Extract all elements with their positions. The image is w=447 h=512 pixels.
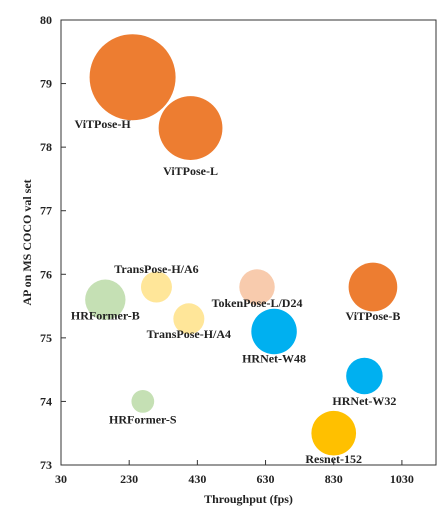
label-vitpose-b: ViTPose-B: [345, 309, 400, 323]
x-tick-label: 630: [257, 472, 275, 486]
x-axis-ticks: 30 230 430 630 830 1030: [55, 460, 414, 486]
label-hrformer-b: HRFormer-B: [71, 309, 140, 323]
x-axis-title: Throughput (fps): [204, 492, 293, 506]
y-axis-ticks: 73 74 75 76 77 78 79 80: [40, 13, 66, 472]
bubble-resnet-152: [311, 410, 357, 456]
label-transpose-h-a6: TransPose-H/A6: [114, 262, 198, 276]
plot-frame: [60, 19, 437, 466]
x-tick-label: 30: [55, 472, 67, 486]
bubble-vitpose-b: [348, 262, 398, 312]
bubble-labels: ViTPose-H ViTPose-L ViTPose-B TransPose-H/A…: [71, 117, 400, 466]
y-tick-label: 73: [40, 458, 52, 472]
bubble-vitpose-h: [89, 34, 176, 121]
y-tick-label: 76: [40, 267, 52, 281]
label-hrformer-s: HRFormer-S: [109, 412, 177, 426]
x-tick-label: 830: [325, 472, 343, 486]
y-tick-label: 77: [40, 204, 52, 218]
y-axis-title: AP on MS COCO val set: [20, 179, 34, 305]
label-hrnet-w48: HRNet-W48: [242, 352, 306, 366]
y-tick-label: 80: [40, 13, 52, 27]
bubble-transpose-h-a4: [173, 303, 205, 335]
y-tick-label: 75: [40, 331, 52, 345]
label-transpose-h-a4: TransPose-H/A4: [147, 327, 231, 341]
label-vitpose-h: ViTPose-H: [74, 117, 131, 131]
bubble-hrformer-s: [131, 390, 155, 413]
y-tick-label: 74: [40, 394, 52, 408]
label-hrnet-w32: HRNet-W32: [332, 394, 396, 408]
label-resnet-152: Resnet-152: [305, 452, 362, 466]
y-tick-label: 78: [40, 140, 52, 154]
x-tick-label: 1030: [390, 472, 414, 486]
bubble-hrformer-b: [85, 279, 126, 320]
bubble-transpose-h-a6: [140, 271, 172, 303]
bubble-series: [85, 34, 398, 456]
bubble-hrnet-w48: [251, 308, 297, 355]
x-tick-label: 430: [188, 472, 206, 486]
x-tick-label: 230: [120, 472, 138, 486]
label-vitpose-l: ViTPose-L: [163, 164, 218, 178]
bubble-hrnet-w32: [346, 357, 383, 395]
label-tokenpose-l-d24: TokenPose-L/D24: [212, 296, 303, 310]
y-tick-label: 79: [40, 77, 52, 91]
bubble-vitpose-l: [158, 96, 223, 160]
bubble-tokenpose-l-d24: [239, 269, 275, 305]
